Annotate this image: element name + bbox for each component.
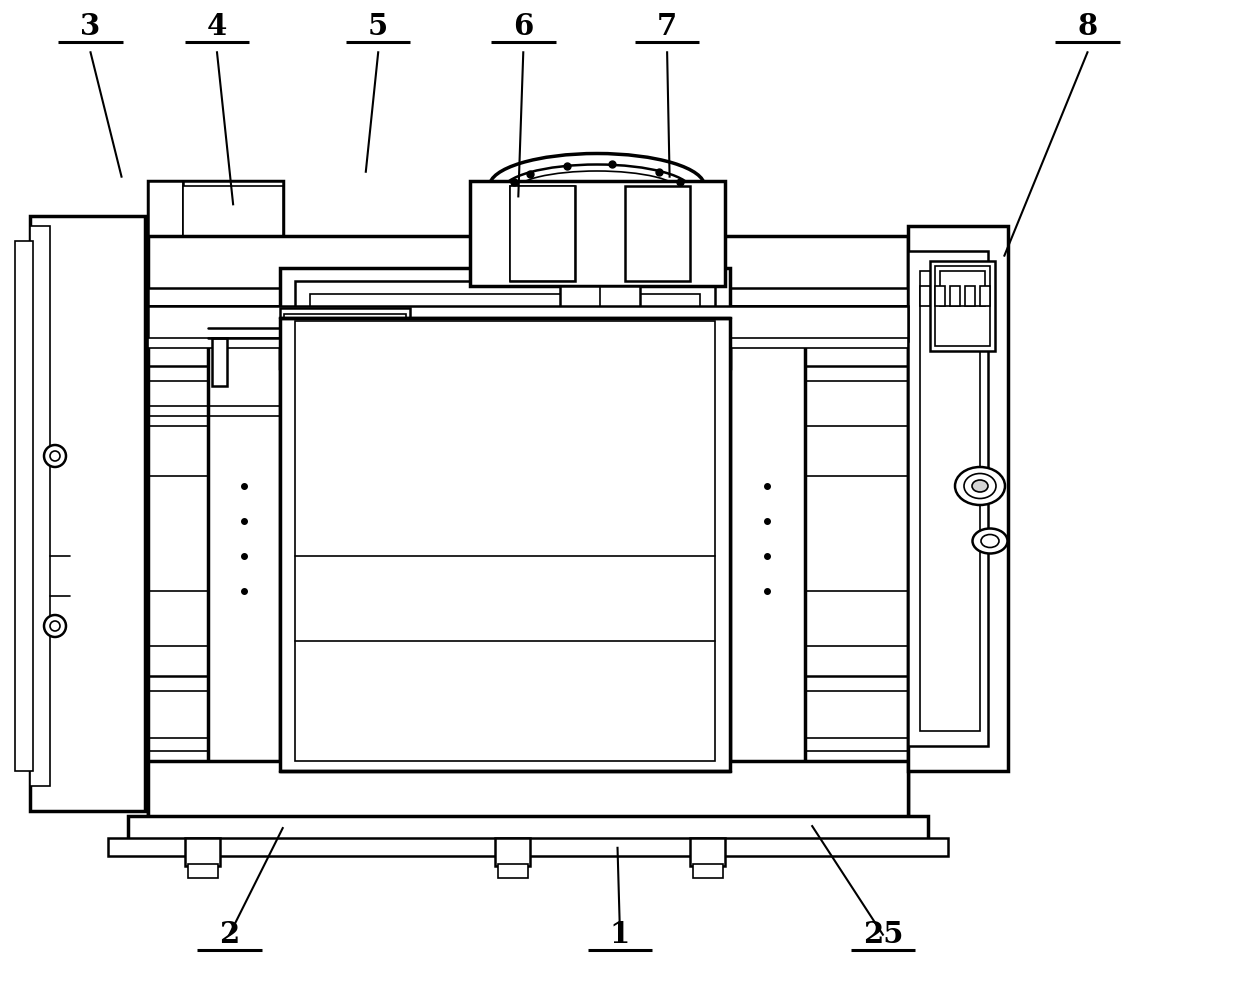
Bar [484,500,528,529]
Ellipse shape [981,535,999,548]
Bar [410,592,600,667]
Bar [212,338,227,387]
Ellipse shape [200,297,229,317]
Bar [627,479,694,549]
Bar [30,217,145,811]
Bar [498,864,528,879]
Bar [935,287,945,307]
Bar [316,474,384,554]
Text: 2: 2 [219,920,239,949]
Bar [495,838,529,866]
Bar [470,676,539,739]
Ellipse shape [963,474,996,499]
Ellipse shape [43,615,66,637]
Bar [208,317,280,771]
Bar [280,318,730,771]
Bar [935,267,990,347]
Bar [920,287,930,307]
Ellipse shape [50,621,60,631]
Bar [295,282,715,357]
Bar [280,269,730,369]
Bar [280,309,410,347]
Bar [148,761,908,826]
Ellipse shape [490,155,704,219]
Polygon shape [689,318,805,771]
Bar [730,317,805,771]
Bar [477,495,533,534]
Bar [560,287,640,369]
Bar [148,181,184,387]
Bar [470,181,725,287]
Polygon shape [208,318,320,771]
Ellipse shape [50,452,60,461]
Text: 1: 1 [610,920,630,949]
Text: 25: 25 [863,920,903,949]
Bar [284,315,405,343]
Bar [162,382,212,396]
Bar [480,698,529,739]
Bar [162,396,192,411]
Ellipse shape [331,489,379,537]
Text: 3: 3 [81,13,100,41]
Bar [950,287,960,307]
Ellipse shape [339,498,371,529]
Bar [930,261,994,352]
Text: 5: 5 [368,13,388,41]
Bar [965,287,975,307]
Bar [283,316,322,331]
Bar [310,295,701,345]
Bar [401,582,610,676]
Text: 8: 8 [1078,13,1097,41]
Bar [188,864,218,879]
Bar [148,181,283,387]
Ellipse shape [502,166,692,218]
Ellipse shape [43,446,66,467]
Bar [908,227,1008,771]
Bar [908,251,988,746]
Bar [148,307,908,342]
Bar [316,479,384,549]
Bar [661,484,691,544]
Bar [15,242,33,771]
Bar [184,181,283,387]
Bar [320,484,350,544]
Bar [184,186,283,237]
Ellipse shape [208,302,222,312]
Bar [283,309,322,338]
Bar [148,289,908,307]
Ellipse shape [955,467,1004,506]
Bar [108,838,949,856]
Text: 6: 6 [513,13,533,41]
Bar [280,338,295,387]
Bar [940,272,985,307]
Bar [693,864,723,879]
Bar [920,272,980,732]
Bar [185,838,219,866]
Bar [510,186,575,282]
Ellipse shape [632,489,680,537]
Ellipse shape [487,696,522,721]
Ellipse shape [640,498,672,529]
Ellipse shape [972,480,988,492]
Bar [148,307,908,321]
Bar [510,186,575,282]
Bar [128,816,928,841]
Bar [30,227,50,786]
Bar [689,838,725,866]
Ellipse shape [972,528,1008,554]
Text: 7: 7 [657,13,677,41]
Bar [148,237,908,816]
Bar [625,186,689,282]
Bar [980,287,990,307]
Bar [627,474,694,554]
Ellipse shape [515,172,680,212]
Bar [295,321,715,761]
Bar [148,338,908,349]
Text: 4: 4 [207,13,227,41]
